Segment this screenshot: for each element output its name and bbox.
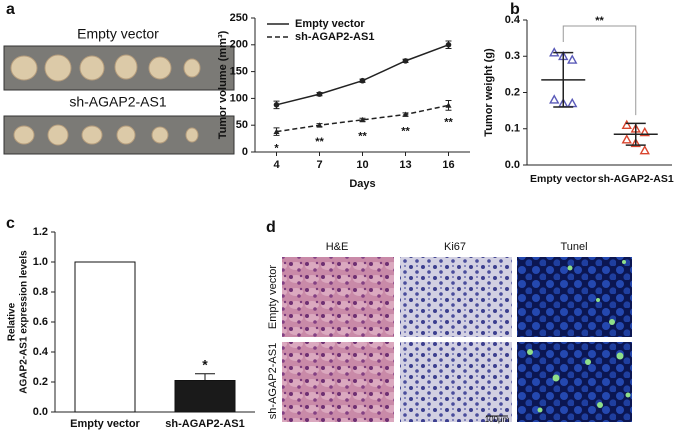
bar (74, 261, 136, 413)
point (273, 102, 280, 108)
y-tick-label: 250 (230, 12, 248, 24)
scale-bar-label: 100μm (485, 415, 510, 424)
y-tick-label: 0.4 (33, 346, 49, 358)
histology-image (400, 257, 512, 337)
y-tick-label: 100 (230, 92, 248, 104)
significance: ** (401, 125, 410, 137)
point (316, 91, 323, 97)
point (639, 145, 650, 155)
x-tick-label: Empty vector (530, 173, 597, 185)
histology-image (517, 257, 632, 337)
point (445, 102, 452, 108)
y-axis-label: Tumor weight (g) (483, 48, 495, 137)
y-axis-label: Relative (7, 302, 18, 341)
point (567, 54, 578, 64)
point (273, 128, 280, 135)
legend-label: sh-AGAP2-AS1 (295, 31, 374, 43)
photo-label: Empty vector (77, 26, 159, 42)
point (402, 111, 409, 117)
y-tick-label: 0.1 (505, 123, 520, 135)
y-tick-label: 0.6 (33, 316, 48, 328)
histology-image (400, 342, 512, 422)
y-tick-label: 0.2 (33, 376, 48, 388)
y-tick-label: 0.2 (505, 86, 520, 98)
point (567, 97, 578, 108)
point (621, 134, 632, 144)
x-tick-label: 13 (399, 159, 411, 171)
point (316, 122, 323, 128)
panel-label: a (6, 1, 15, 18)
y-tick-label: 0.0 (33, 406, 48, 418)
x-tick-label: 7 (316, 159, 322, 171)
panel-label: d (266, 219, 276, 236)
column-label: Tunel (560, 241, 587, 253)
significance: * (202, 356, 208, 372)
significance: * (274, 143, 279, 155)
series-line (276, 104, 449, 133)
x-tick-label: 10 (356, 159, 368, 171)
x-tick-label: sh-AGAP2-AS1 (598, 173, 674, 185)
y-tick-label: 1.2 (33, 226, 48, 238)
y-tick-label: 200 (230, 39, 248, 51)
significance: ** (315, 136, 324, 148)
series-line (276, 44, 449, 106)
error-bar (195, 373, 215, 381)
point (639, 126, 650, 137)
point (359, 77, 366, 84)
significance: ** (358, 131, 367, 143)
point (445, 42, 452, 48)
significance: ** (444, 116, 453, 128)
bar (174, 380, 236, 413)
panel-label: c (6, 215, 15, 232)
y-tick-label: 0.4 (505, 14, 521, 26)
sd-bar (553, 51, 574, 108)
x-tick-label: Empty vector (70, 418, 140, 430)
row-label: Empty vector (267, 265, 279, 330)
panel-label: b (510, 1, 520, 18)
y-tick-label: 0 (242, 146, 248, 158)
x-tick-label: sh-AGAP2-AS1 (165, 418, 244, 430)
point (359, 116, 366, 123)
photo-label: sh-AGAP2-AS1 (69, 94, 166, 110)
point (630, 137, 641, 148)
point (402, 58, 409, 64)
tunel-positive (527, 260, 631, 413)
y-tick-label: 0.0 (505, 159, 520, 171)
bracket (562, 25, 637, 116)
tumors (13, 124, 199, 146)
histology-image (517, 342, 632, 422)
histology-image (282, 342, 394, 422)
y-tick-label: 0.3 (505, 50, 520, 62)
y-tick-label: 0.8 (33, 286, 48, 298)
x-tick-label: 16 (442, 159, 454, 171)
point (549, 94, 560, 104)
y-tick-label: 1.0 (33, 256, 48, 268)
legend-label: Empty vector (295, 18, 365, 30)
y-tick-label: 50 (236, 119, 248, 131)
column-label: H&E (326, 241, 349, 253)
y-tick-label: 150 (230, 66, 248, 78)
histology-image (282, 257, 394, 337)
y-axis-label: AGAP2-AS1 expression levels (19, 250, 30, 394)
point (621, 119, 632, 130)
x-axis-label: Days (349, 178, 375, 190)
significance: ** (595, 15, 604, 27)
row-label: sh-AGAP2-AS1 (267, 343, 279, 419)
column-label: Ki67 (444, 241, 466, 253)
tumors (10, 54, 201, 82)
sd-bar (625, 122, 646, 146)
y-axis-label: Tumor volume (mm³) (217, 30, 229, 139)
x-tick-label: 4 (273, 159, 280, 171)
